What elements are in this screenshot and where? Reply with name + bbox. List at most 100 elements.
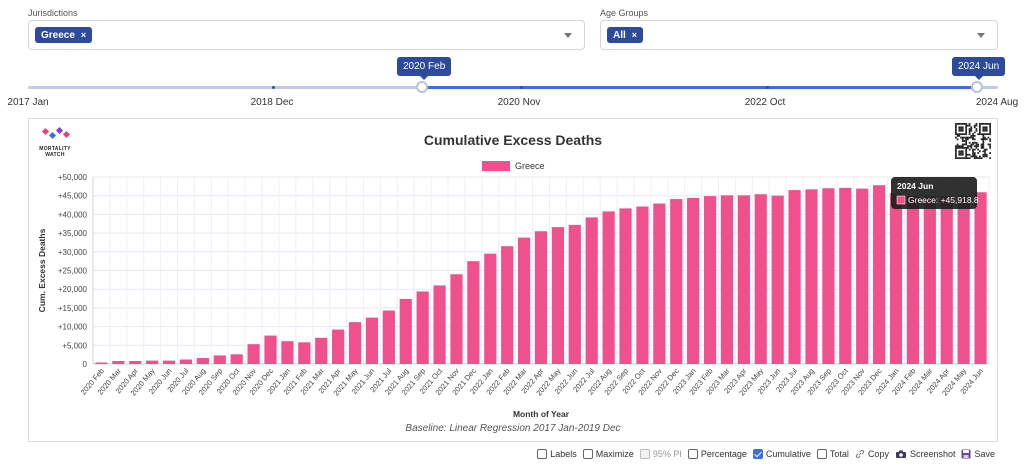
percentage-toggle[interactable]: Percentage bbox=[687, 449, 747, 459]
qr-module bbox=[989, 133, 992, 136]
cumulative-toggle[interactable]: Cumulative bbox=[752, 449, 811, 459]
date-range-selected bbox=[422, 86, 977, 89]
bar bbox=[518, 237, 531, 364]
qr-module bbox=[958, 157, 961, 160]
remove-tag-icon[interactable]: × bbox=[80, 30, 87, 40]
jurisdictions-select[interactable]: Greece × bbox=[28, 20, 585, 50]
qr-module bbox=[965, 136, 968, 139]
total-toggle[interactable]: Total bbox=[816, 449, 849, 459]
qr-module bbox=[958, 126, 961, 129]
y-tick-label: 0 bbox=[83, 360, 88, 369]
qr-module bbox=[985, 138, 988, 141]
copy-button[interactable]: Copy bbox=[855, 449, 889, 459]
chevron-down-icon[interactable] bbox=[977, 33, 985, 38]
qr-module bbox=[955, 124, 957, 127]
bar bbox=[264, 335, 277, 364]
qr-module bbox=[972, 150, 974, 153]
qr-module bbox=[972, 153, 974, 156]
qr-module bbox=[965, 126, 968, 129]
slider-mark bbox=[766, 86, 769, 89]
qr-module bbox=[975, 147, 978, 149]
qr-module bbox=[960, 133, 962, 136]
bar bbox=[585, 217, 598, 364]
qr-module bbox=[958, 135, 961, 137]
checkbox-icon[interactable] bbox=[537, 449, 548, 459]
bar bbox=[873, 185, 886, 364]
qr-module bbox=[961, 147, 964, 149]
y-tick-label: +20,000 bbox=[58, 285, 88, 294]
qr-module bbox=[963, 123, 966, 125]
qr-module bbox=[960, 129, 962, 132]
age-groups-label: Age Groups bbox=[600, 8, 649, 18]
qr-module bbox=[984, 123, 986, 125]
bar bbox=[534, 231, 548, 364]
qr-module bbox=[975, 141, 978, 144]
bar bbox=[365, 317, 379, 364]
maximize-toggle[interactable]: Maximize bbox=[582, 449, 634, 459]
qr-module bbox=[970, 135, 973, 137]
y-tick-label: +50,000 bbox=[58, 173, 88, 182]
qr-module bbox=[973, 148, 976, 151]
bar bbox=[906, 195, 920, 364]
x-axis-title: Month of Year bbox=[513, 409, 570, 419]
start-date-tooltip: 2020 Feb bbox=[397, 57, 452, 80]
start-date-handle[interactable] bbox=[416, 81, 428, 93]
bar bbox=[974, 192, 987, 364]
slider-mark bbox=[272, 86, 275, 89]
bar bbox=[687, 197, 700, 364]
qr-module bbox=[965, 133, 968, 136]
qr-module bbox=[965, 153, 968, 156]
checkbox-checked-icon[interactable] bbox=[752, 449, 763, 459]
qr-module bbox=[972, 152, 974, 154]
qr-module bbox=[984, 150, 986, 153]
bar bbox=[382, 310, 395, 364]
checkbox-icon[interactable] bbox=[816, 449, 827, 459]
bar bbox=[602, 211, 615, 364]
qr-module bbox=[958, 133, 961, 136]
qr-module bbox=[961, 153, 964, 156]
qr-module bbox=[961, 152, 964, 154]
qr-module bbox=[984, 133, 986, 136]
labels-toggle[interactable]: Labels bbox=[537, 449, 577, 459]
y-tick-label: +5,000 bbox=[62, 341, 87, 350]
checkbox-icon[interactable] bbox=[582, 449, 593, 459]
bar bbox=[501, 246, 514, 364]
tooltip-title: 2024 Jun bbox=[897, 181, 933, 191]
qr-module bbox=[967, 138, 969, 141]
y-tick-label: +25,000 bbox=[58, 267, 88, 276]
qr-module bbox=[968, 136, 971, 139]
remove-tag-icon[interactable]: × bbox=[631, 30, 638, 40]
logo-line-2: WATCH bbox=[45, 152, 65, 158]
end-date-handle[interactable] bbox=[971, 81, 983, 93]
bar bbox=[703, 196, 717, 364]
qr-module bbox=[977, 143, 980, 146]
qr-module bbox=[960, 145, 962, 148]
qr-module bbox=[956, 143, 959, 146]
qr-module bbox=[979, 129, 981, 132]
qr-module bbox=[977, 148, 980, 151]
slider-mark bbox=[520, 86, 523, 89]
pi-toggle[interactable]: 95% PI bbox=[639, 449, 682, 459]
chevron-down-icon[interactable] bbox=[564, 33, 572, 38]
qr-module bbox=[973, 155, 976, 158]
age-groups-select[interactable]: All × bbox=[600, 20, 998, 50]
checkbox-icon[interactable] bbox=[687, 449, 698, 459]
qr-module bbox=[972, 133, 974, 136]
qr-module bbox=[958, 147, 961, 149]
floppy-disk-icon bbox=[961, 449, 971, 459]
qr-module bbox=[975, 123, 978, 125]
qr-module bbox=[973, 126, 976, 129]
qr-module bbox=[982, 126, 985, 129]
screenshot-button[interactable]: Screenshot bbox=[895, 449, 955, 459]
qr-module bbox=[972, 136, 974, 139]
y-tick-label: +10,000 bbox=[58, 323, 88, 332]
age-group-tag-label: All bbox=[613, 30, 626, 41]
qr-module bbox=[975, 157, 978, 160]
qr-module bbox=[955, 133, 957, 136]
save-button[interactable]: Save bbox=[961, 449, 995, 459]
qr-module bbox=[968, 124, 971, 127]
qr-module bbox=[979, 123, 981, 125]
qr-module bbox=[989, 126, 992, 129]
checkbox-icon[interactable] bbox=[639, 449, 650, 459]
slider-axis-label: 2017 Jan bbox=[7, 97, 49, 108]
